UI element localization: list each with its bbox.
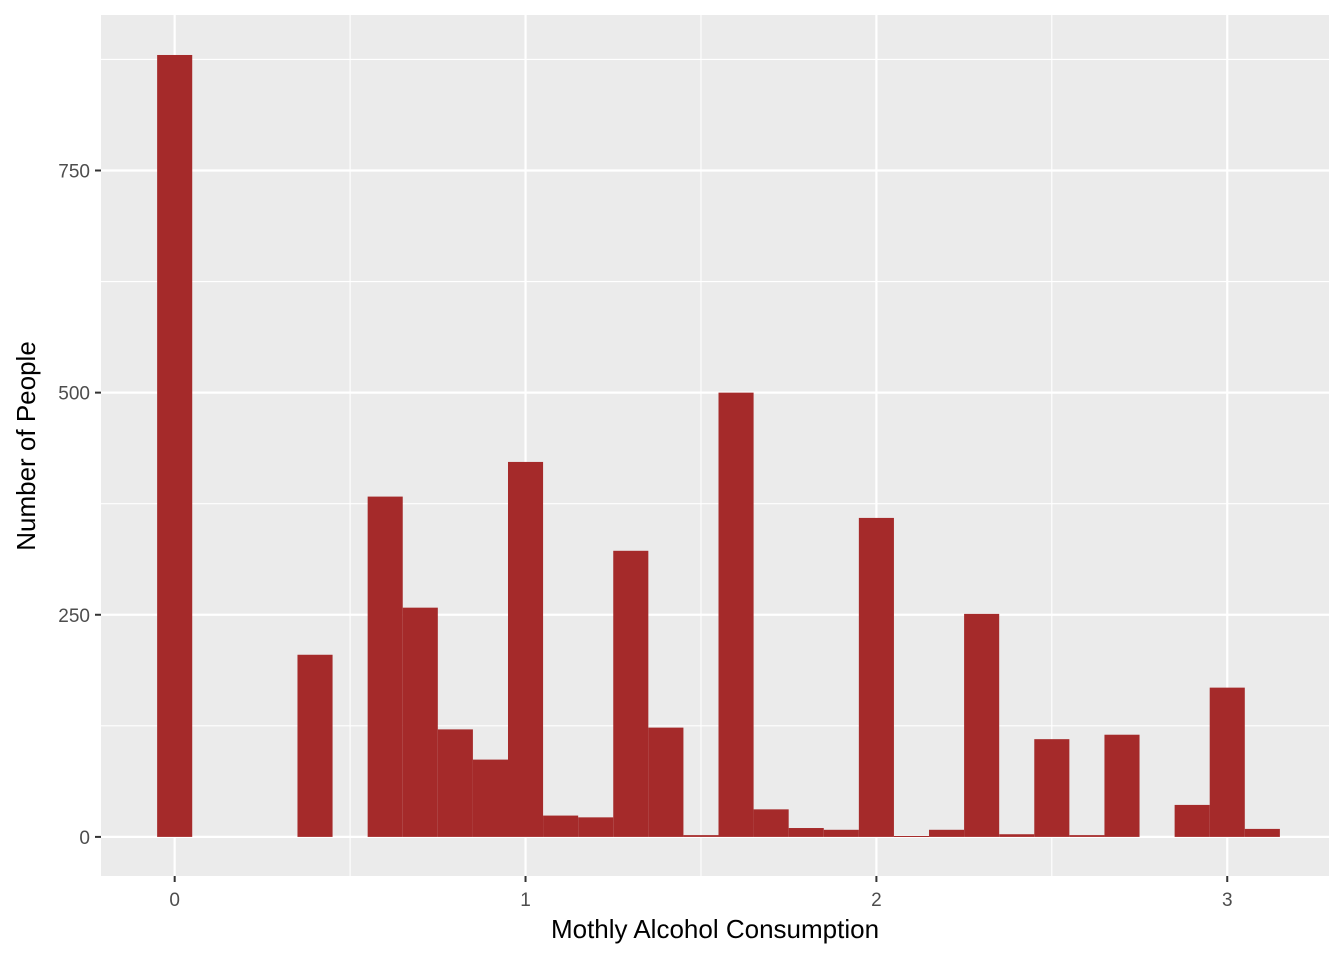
histogram-bar: [367, 496, 403, 837]
histogram-bar: [718, 392, 754, 837]
plot-panel: [101, 15, 1329, 876]
histogram-bar: [1174, 804, 1210, 837]
histogram-bar: [823, 829, 859, 837]
histogram-bar: [1104, 734, 1140, 837]
histogram-bar: [964, 613, 1000, 837]
histogram-bar: [753, 809, 789, 837]
histogram-bar: [929, 829, 965, 837]
y-tick-label: 500: [58, 384, 90, 405]
histogram-bar: [578, 817, 614, 837]
histogram-bar: [543, 815, 579, 837]
x-tick-label: 2: [871, 890, 882, 911]
histogram-bars: [157, 54, 1280, 838]
histogram-bar: [893, 836, 930, 838]
histogram-bar: [402, 607, 438, 837]
histogram-bar: [1034, 739, 1070, 837]
histogram-bar: [858, 517, 894, 837]
x-tick-label: 1: [520, 890, 531, 911]
histogram-bar: [437, 729, 473, 837]
x-tick-label: 0: [169, 890, 180, 911]
histogram-bar: [1069, 835, 1105, 837]
histogram-bar: [999, 834, 1035, 837]
histogram-bar: [297, 654, 333, 837]
histogram-bar: [157, 54, 193, 837]
x-axis-title: Mothly Alcohol Consumption: [551, 914, 879, 944]
x-tick-label: 3: [1222, 890, 1233, 911]
histogram-bar: [472, 759, 508, 837]
histogram-bar: [507, 461, 544, 837]
y-axis-title: Number of People: [11, 341, 41, 551]
histogram-bar: [1209, 687, 1245, 837]
y-tick-label: 250: [58, 606, 90, 627]
histogram-bar: [788, 828, 824, 837]
y-tick-label: 750: [58, 161, 90, 182]
x-axis: 0 1 2 3: [169, 876, 1233, 911]
histogram-bar: [613, 550, 649, 837]
y-axis: 0 250 500 750: [58, 161, 101, 849]
histogram-bar: [1244, 828, 1280, 837]
histogram-bar: [648, 727, 684, 837]
y-tick-label: 0: [79, 828, 90, 849]
histogram-bar: [683, 835, 719, 837]
